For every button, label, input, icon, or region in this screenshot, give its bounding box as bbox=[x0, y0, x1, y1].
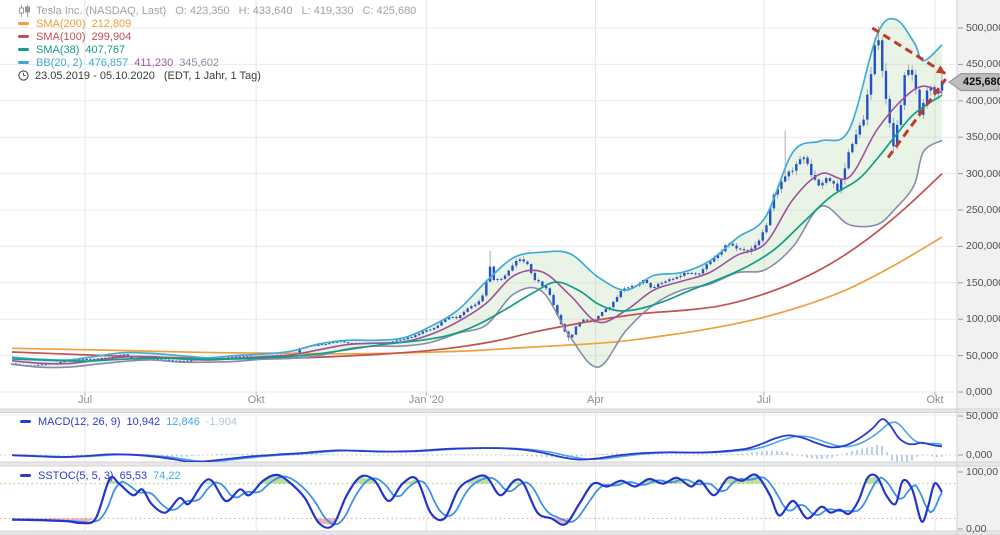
date-range-suffix: (EDT, 1 Jahr, 1 Tag) bbox=[163, 69, 261, 82]
bollinger-upper-value: 476,857 bbox=[88, 56, 129, 69]
bollinger-lower-value: 345,602 bbox=[179, 56, 219, 69]
macd-panel bbox=[0, 412, 957, 462]
ohlc-low: L: 419,330 bbox=[301, 4, 354, 17]
instrument-row[interactable]: Tesla Inc. (NASDAQ, Last) O: 423,350 H: … bbox=[18, 4, 417, 17]
sstoc-d-line bbox=[12, 475, 943, 526]
bollinger-band-fill bbox=[12, 18, 942, 368]
bollinger-middle-value: 411,230 bbox=[134, 56, 174, 69]
main-panel bbox=[0, 0, 957, 393]
date-range-text: 23.05.2019 - 05.10.2020 bbox=[35, 69, 155, 82]
macd-value: 10,942 bbox=[126, 415, 161, 428]
sstoc-swatch-icon bbox=[20, 474, 31, 477]
sstoc-legend[interactable]: SSTOC(5, 5, 3) 65,53 74,22 bbox=[20, 469, 181, 482]
legend-item-bollinger[interactable]: BB(20, 2) 476,857 411,230 345,602 bbox=[18, 56, 416, 69]
sstoc-k-value: 65,53 bbox=[119, 469, 148, 482]
bollinger-swatch-icon bbox=[18, 61, 29, 64]
ohlc-open: O: 423,350 bbox=[175, 4, 230, 17]
macd-legend[interactable]: MACD(12, 26, 9) 10,942 12,846 -1,904 bbox=[20, 415, 238, 428]
sstoc-d-value: 74,22 bbox=[153, 469, 181, 482]
legend-item-sma100[interactable]: SMA(100) 299,904 bbox=[18, 30, 416, 43]
sma200-label: SMA(200) bbox=[36, 17, 86, 30]
sstoc-k-line bbox=[11, 473, 943, 529]
ohlc-close: C: 425,680 bbox=[362, 4, 417, 17]
date-range-row[interactable]: 23.05.2019 - 05.10.2020 (EDT, 1 Jahr, 1 … bbox=[18, 69, 416, 82]
macd-label: MACD(12, 26, 9) bbox=[38, 415, 121, 428]
legend-item-sma38[interactable]: SMA(38) 407,767 bbox=[18, 43, 416, 56]
sma100-value: 299,904 bbox=[91, 30, 132, 43]
legend-item-sma200[interactable]: SMA(200) 212,809 bbox=[18, 17, 416, 30]
bollinger-label: BB(20, 2) bbox=[36, 56, 83, 69]
instrument-title: Tesla Inc. (NASDAQ, Last) bbox=[36, 4, 167, 17]
sma100-swatch-icon bbox=[18, 35, 29, 38]
annotation-arrowhead-icon bbox=[935, 65, 946, 74]
macd-line bbox=[11, 418, 943, 462]
last-price-tag-shape bbox=[948, 73, 1000, 92]
sma200-line bbox=[11, 236, 943, 355]
sma38-line bbox=[11, 94, 943, 362]
sma100-label: SMA(100) bbox=[36, 30, 86, 43]
bollinger-upper-line bbox=[11, 17, 943, 362]
candlestick-icon bbox=[18, 4, 31, 17]
ohlc-high: H: 433,640 bbox=[238, 4, 293, 17]
macd-swatch-icon bbox=[20, 420, 31, 423]
sstoc-panel bbox=[0, 466, 957, 531]
clock-icon bbox=[18, 70, 29, 81]
last-price-tag: 425,680 bbox=[963, 76, 1000, 88]
macd-hist-value: -1,904 bbox=[205, 415, 238, 428]
sma200-swatch-icon bbox=[18, 22, 29, 25]
trend-annotation-line bbox=[871, 26, 947, 76]
sma38-label: SMA(38) bbox=[36, 43, 80, 56]
sstoc-label: SSTOC(5, 5, 3) bbox=[38, 469, 114, 482]
sma38-swatch-icon bbox=[18, 48, 29, 51]
macd-signal-value: 12,846 bbox=[166, 415, 200, 428]
sma200-value: 212,809 bbox=[91, 17, 132, 30]
trend-annotation-line bbox=[886, 78, 947, 159]
main-chart-legend: Tesla Inc. (NASDAQ, Last) O: 423,350 H: … bbox=[18, 4, 417, 82]
bollinger-lower-line bbox=[11, 139, 943, 369]
sma38-value: 407,767 bbox=[85, 43, 126, 56]
